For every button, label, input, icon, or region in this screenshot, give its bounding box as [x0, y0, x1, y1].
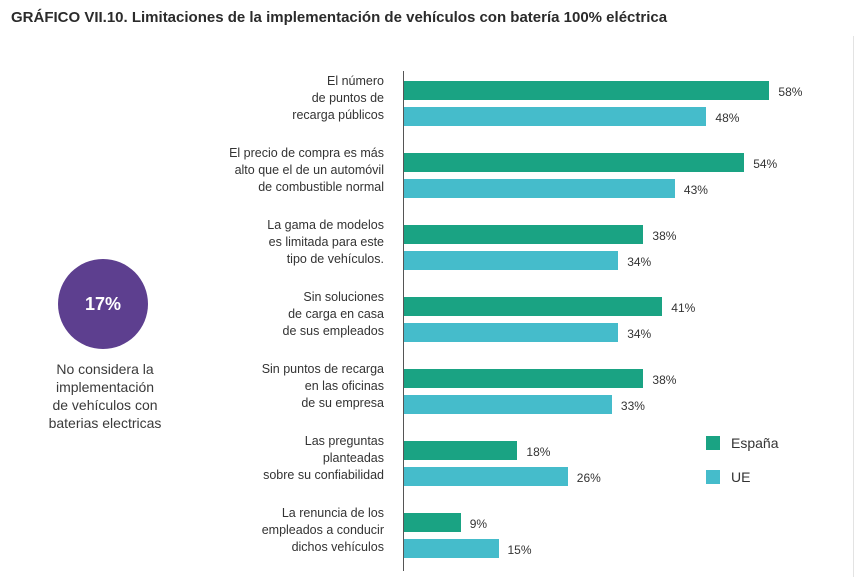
bar-ue [404, 107, 707, 126]
data-label: 33% [620, 399, 645, 413]
data-label: 38% [652, 229, 677, 243]
category-label-line: La gama de modelos [267, 218, 384, 232]
category-label-line: dichos vehículos [291, 540, 384, 554]
legend-swatch [706, 470, 720, 484]
category-label: El número de puntos de recarga públicos [292, 73, 384, 124]
data-label: 18% [526, 445, 551, 459]
category-label-line: de combustible normal [258, 180, 384, 194]
data-label: 54% [753, 157, 778, 171]
bar-espana [404, 297, 663, 316]
bar-espana [404, 513, 461, 532]
bar-ue [404, 395, 612, 414]
legend-label: España [731, 435, 779, 451]
category-label-line: Sin soluciones [303, 290, 384, 304]
category-label-line: de sus empleados [282, 324, 384, 338]
data-label: 15% [507, 543, 532, 557]
badge-caption-line: implementación [55, 379, 155, 395]
category-label-line: empleados a conducir [261, 523, 384, 537]
bar-espana [404, 153, 745, 172]
badge-caption-line: baterias electricas [48, 415, 162, 431]
category-label-line: El número [327, 74, 384, 88]
category-label-line: de carga en casa [288, 307, 384, 321]
data-label: 38% [652, 373, 677, 387]
category-label: La renuncia de los empleados a conducir di… [262, 505, 384, 556]
badge-caption-line: de vehículos con [52, 397, 158, 413]
category-label-line: Las preguntas [304, 434, 384, 448]
category-label-line: planteadas [322, 451, 384, 465]
category-label: La gama de modelos es limitada para este t… [267, 217, 384, 268]
legend-label: UE [731, 469, 751, 485]
bar-ue [404, 251, 619, 270]
bar-ue [404, 323, 619, 342]
category-label-line: tipo de vehículos. [286, 252, 384, 266]
percentage-badge: 17% [58, 259, 148, 349]
frame-divider [853, 36, 854, 577]
category-label-line: recarga públicos [292, 108, 384, 122]
category-label-line: en las oficinas [304, 379, 384, 393]
category-label-line: sobre su confiabilidad [263, 468, 384, 482]
category-label-line: es limitada para este [268, 235, 384, 249]
bar-espana [404, 369, 644, 388]
category-label-line: alto que el de un automóvil [234, 163, 384, 177]
data-label: 34% [627, 327, 652, 341]
bar-espana [404, 225, 644, 244]
badge-value: 17% [84, 293, 122, 314]
category-label-line: La renuncia de los [281, 506, 384, 520]
data-label: 9% [469, 517, 488, 531]
category-label-line: de su empresa [301, 396, 384, 410]
category-label: Sin soluciones de carga en casa de sus emp… [283, 289, 384, 340]
bar-ue [404, 467, 568, 486]
badge-caption-line: No considera la [56, 361, 154, 377]
data-label: 48% [715, 111, 740, 125]
legend-swatch [706, 436, 720, 450]
category-label: El precio de compra es más alto que el de… [229, 145, 384, 196]
chart-title: GRÁFICO VII.10. Limitaciones de la imple… [11, 9, 668, 26]
category-label: Las preguntas planteadas sobre su confiabi… [263, 433, 384, 484]
category-label-line: El precio de compra es más [229, 146, 384, 160]
category-label-line: Sin puntos de recarga [261, 362, 384, 376]
data-label: 34% [627, 255, 652, 269]
badge-caption: No considera la implementación de vehícu… [20, 360, 190, 432]
data-label: 43% [683, 183, 708, 197]
bar-espana [404, 81, 770, 100]
bar-ue [404, 539, 499, 558]
data-label: 26% [576, 471, 601, 485]
category-label-line: de puntos de [311, 91, 384, 105]
y-axis-line [403, 71, 404, 571]
bar-ue [404, 179, 675, 198]
bar-espana [404, 441, 518, 460]
data-label: 58% [778, 85, 803, 99]
category-label: Sin puntos de recarga en las oficinas de s… [262, 361, 384, 412]
data-label: 41% [671, 301, 696, 315]
